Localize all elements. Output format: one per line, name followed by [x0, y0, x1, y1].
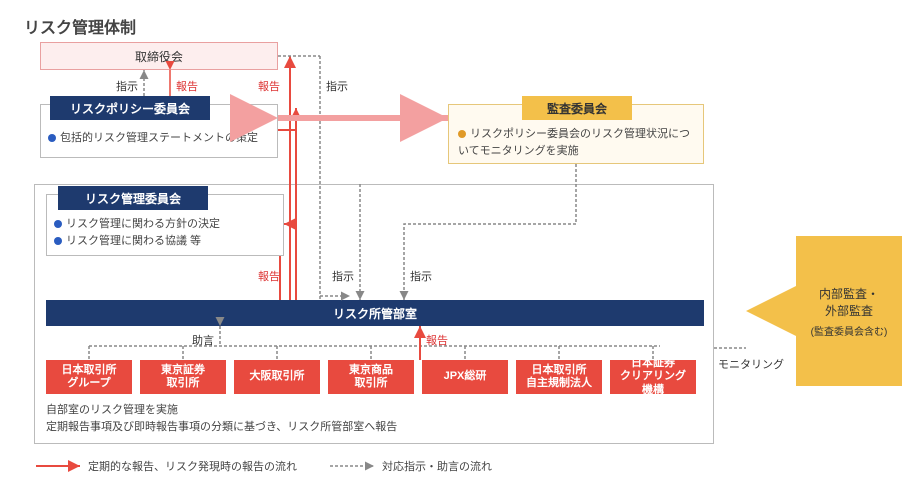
- bullet-icon: [54, 220, 62, 228]
- text-rm-note1: リスク管理に関わる方針の決定: [66, 218, 220, 230]
- box-risk-dept: リスク所管部室: [46, 300, 704, 326]
- box-board: 取締役会: [40, 42, 278, 70]
- box-audit: 監査委員会: [522, 96, 632, 120]
- legend-gray: 対応指示・助言の流れ: [382, 459, 492, 476]
- triangle-icon: [746, 286, 796, 336]
- note-audit: リスクポリシー委員会のリスク管理状況についてモニタリングを実施: [458, 126, 698, 159]
- lbl-houkoku-1: 報告: [176, 78, 198, 94]
- lbl-shiji-3: 指示: [332, 268, 354, 284]
- lbl-shiji-1: 指示: [116, 78, 138, 94]
- text-rm-note2: リスク管理に関わる協議 等: [66, 235, 201, 247]
- note-risk-mgmt: リスク管理に関わる方針の決定 リスク管理に関わる協議 等: [54, 216, 220, 249]
- text-audit-note: リスクポリシー委員会のリスク管理状況についてモニタリングを実施: [458, 128, 690, 157]
- lbl-shiji-4: 指示: [410, 268, 432, 284]
- entity-box: 東京証券 取引所: [140, 360, 226, 394]
- entity-box: 日本取引所 グループ: [46, 360, 132, 394]
- lbl-jogen: 助言: [192, 332, 214, 348]
- lbl-monitoring: モニタリング: [718, 356, 784, 372]
- diagram-title: リスク管理体制: [24, 14, 136, 38]
- entity-box: 日本取引所 自主規制法人: [516, 360, 602, 394]
- text-bottom-l2: 定期報告事項及び即時報告事項の分類に基づき、リスク所管部室へ報告: [46, 419, 397, 436]
- text-risk-policy-note: 包括的リスク管理ステートメントの策定: [60, 132, 258, 144]
- text-bottom-l1: 自部室のリスク管理を実施: [46, 402, 397, 419]
- box-risk-policy: リスクポリシー委員会: [50, 96, 210, 120]
- lbl-houkoku-2: 報告: [258, 78, 280, 94]
- note-risk-policy: 包括的リスク管理ステートメントの策定: [48, 130, 258, 147]
- text-ia-l1: 内部監査・: [819, 285, 879, 302]
- bullet-icon: [48, 134, 56, 142]
- lbl-shiji-2: 指示: [326, 78, 348, 94]
- bullet-icon: [54, 237, 62, 245]
- text-ia-l2: 外部監査: [825, 302, 873, 319]
- lbl-houkoku-3: 報告: [258, 268, 280, 284]
- box-risk-mgmt: リスク管理委員会: [58, 186, 208, 210]
- diagram-stage: リスク管理体制 取締役会 リスクポリシー委員会 包括的リスク管理ステートメントの…: [0, 0, 910, 500]
- bullet-icon: [458, 130, 466, 138]
- lbl-houkoku-4: 報告: [426, 332, 448, 348]
- note-bottom: 自部室のリスク管理を実施 定期報告事項及び即時報告事項の分類に基づき、リスク所管…: [46, 402, 397, 435]
- box-internal-audit: 内部監査・ 外部監査 (監査委員会含む): [796, 236, 902, 386]
- entity-box: 日本証券 クリアリング機構: [610, 360, 696, 394]
- text-ia-l3: (監査委員会含む): [811, 323, 888, 338]
- entity-box: 東京商品 取引所: [328, 360, 414, 394]
- legend-red: 定期的な報告、リスク発現時の報告の流れ: [88, 459, 297, 476]
- entity-box: JPX総研: [422, 360, 508, 394]
- entity-box: 大阪取引所: [234, 360, 320, 394]
